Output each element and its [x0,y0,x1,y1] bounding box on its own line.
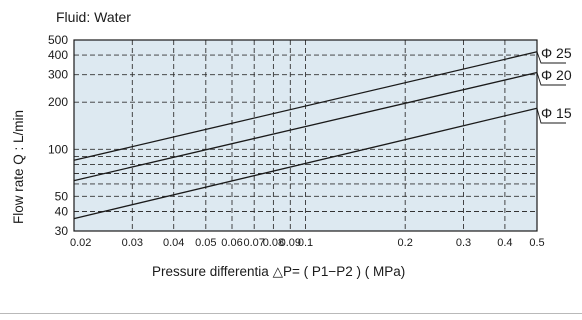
x-tick-label: 0.04 [163,237,184,249]
y-tick-label: 400 [48,48,68,62]
label-leader [536,108,566,124]
x-tick-label: 0.5 [529,237,544,249]
label-leader [536,72,566,86]
x-tick-label: 0.2 [398,237,413,249]
series-label: Φ 25 [541,45,572,61]
y-axis-label: Flow rate Q : L/min [11,110,26,224]
y-tick-label: 50 [55,189,69,203]
bottom-divider [0,313,582,314]
x-tick-label: 0.05 [195,237,216,249]
x-tick-label: 0.1 [298,237,313,249]
y-tick-label: 100 [48,142,68,156]
x-tick-label: 0.4 [497,237,512,249]
label-leader [536,51,566,64]
x-tick-label: 0.02 [70,237,91,249]
series-lines [73,51,538,220]
x-tick-label: 0.06 [221,237,242,249]
x-tick-label: 0.08 [263,237,284,249]
x-tick-label: 0.09 [280,237,301,249]
y-tick-label: 200 [48,95,68,109]
grid-lines [74,40,537,231]
y-tick-label: 500 [48,33,68,47]
x-tick-labels: 0.02 0.03 0.04 0.05 0.06 0.070.080.090.1 0.2 0.… [70,237,545,249]
y-tick-label: 40 [55,205,69,219]
series-line [73,107,538,220]
x-tick-label: 0.03 [122,237,143,249]
series-label: Φ 20 [541,67,572,83]
series-label-leaders [536,51,566,124]
series-line [73,51,538,161]
y-tick-label: 30 [55,224,69,238]
x-axis-label: Pressure differentia △P= ( P1−P2 ) ( MPa… [152,264,405,279]
y-tick-label: 300 [48,68,68,82]
series-line [73,71,538,182]
plot-area [74,40,537,231]
series-label: Φ 15 [541,105,572,121]
x-tick-label: 0.3 [456,237,471,249]
x-tick-label: 0.07 [243,237,264,249]
chart-title: Fluid: Water [56,9,131,25]
series-labels: Φ 25 Φ 20 Φ 15 [541,45,572,121]
plot-frame [73,39,538,232]
